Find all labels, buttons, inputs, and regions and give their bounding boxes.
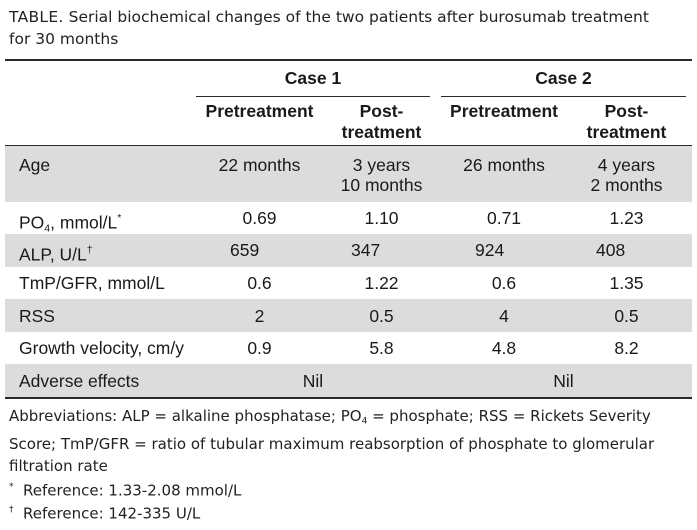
group-header-case-2: Case 2 — [535, 68, 592, 88]
footnote-mark: * — [117, 212, 122, 224]
cell-adverse-case1: Nil — [302, 371, 324, 391]
footnote-mark: † — [86, 244, 93, 256]
cell-age-case1-pre: 22 months — [218, 155, 301, 175]
cell-growth-case1-pre: 0.9 — [247, 338, 272, 358]
footnote-text: Abbreviations: ALP = alkaline phosphatas… — [9, 407, 362, 425]
row-shade-age — [5, 145, 692, 202]
cell-age-case1-post: 3 years 10 months — [323, 155, 440, 195]
cell-adverse-case2: Nil — [553, 371, 574, 391]
cell-age-case2-post: 4 years 2 months — [567, 155, 686, 195]
table-bottom-rule — [5, 397, 692, 399]
caption-text-2: for 30 months — [9, 30, 119, 48]
row-label-age: Age — [19, 155, 51, 175]
subheader-line: treatment — [586, 122, 667, 142]
caption-lead: TABLE. — [9, 8, 64, 26]
row-label-tmp-gfr: TmP/GFR, mmol/L — [19, 273, 165, 293]
footnote-text: = phosphate; RSS = Rickets Severity — [367, 407, 651, 425]
cell-po4-case1-post: 1.10 — [364, 208, 399, 228]
table-caption: TABLE. Serial biochemical changes of the… — [9, 6, 689, 50]
row-shade-rss — [5, 299, 692, 332]
cell-alp-case2-post: 408 — [596, 240, 626, 260]
footnote-reference-1: * Reference: 1.33-2.08 mmol/L — [9, 476, 689, 501]
footnote-mark: * — [9, 482, 14, 492]
footnote-mark: † — [9, 505, 14, 515]
case1-underline — [196, 96, 430, 97]
cell-growth-case2-pre: 4.8 — [491, 338, 517, 358]
row-shade-alp — [5, 234, 692, 267]
footnote-text: Score; TmP/GFR = ratio of tubular maximu… — [9, 434, 655, 453]
row-label-growth-velocity: Growth velocity, cm/y — [19, 338, 184, 358]
footnote-text: Reference: 1.33-2.08 mmol/L — [23, 481, 242, 500]
row-label-po4: PO4, mmol/L* — [19, 208, 121, 238]
subheader-line: Pretreatment — [205, 101, 314, 121]
cell-line: 3 years — [352, 155, 411, 175]
cell-alp-case2-pre: 924 — [475, 240, 505, 260]
cell-growth-case2-post: 8.2 — [614, 338, 639, 358]
caption-text: Serial biochemical changes of the two pa… — [68, 8, 649, 26]
table-top-rule — [5, 59, 692, 61]
subheader-line: treatment — [341, 122, 422, 142]
subheader-line: Pretreatment — [450, 101, 558, 121]
cell-po4-case1-pre: 0.69 — [242, 208, 277, 228]
footnote-reference-2: † Reference: 142-335 U/L — [9, 499, 689, 524]
row-shade-adverse — [5, 364, 692, 397]
label-part: ALP, U/L — [19, 244, 87, 265]
cell-tmpgfr-case1-pre: 0.6 — [247, 273, 272, 293]
subheader-case2-posttreatment: Post- treatment — [567, 101, 686, 143]
group-header-case-1: Case 1 — [284, 68, 342, 88]
row-label-alp: ALP, U/L† — [19, 240, 93, 264]
cell-tmpgfr-case2-pre: 0.6 — [491, 273, 517, 293]
cell-line: 2 months — [590, 175, 663, 195]
subheader-case2-pretreatment: Pretreatment — [441, 101, 567, 121]
footnote-text: filtration rate — [9, 456, 108, 475]
label-part: , mmol/L — [50, 212, 118, 233]
footnote-abbreviations: Abbreviations: ALP = alkaline phosphatas… — [9, 405, 689, 477]
footnote-subscript: 4 — [361, 416, 368, 427]
row-label-rss: RSS — [19, 306, 55, 326]
subheader-line: Post- — [604, 101, 649, 121]
subheader-case1-pretreatment: Pretreatment — [196, 101, 323, 121]
label-part: PO — [19, 212, 45, 233]
row-label-adverse-effects: Adverse effects — [19, 371, 140, 391]
cell-po4-case2-post: 1.23 — [609, 208, 644, 228]
cell-alp-case1-pre: 659 — [230, 240, 260, 260]
label-subscript: 4 — [44, 222, 51, 235]
cell-rss-case2-pre: 4 — [499, 306, 509, 326]
cell-growth-case1-post: 5.8 — [369, 338, 394, 358]
cell-rss-case1-pre: 2 — [254, 306, 265, 326]
cell-line: 10 months — [340, 175, 423, 195]
subheader-line: Post- — [359, 101, 404, 121]
cell-rss-case2-post: 0.5 — [614, 306, 639, 326]
cell-tmpgfr-case1-post: 1.22 — [364, 273, 399, 293]
footnote-text: Reference: 142-335 U/L — [23, 504, 201, 523]
case2-underline — [441, 96, 686, 97]
cell-age-case2-pre: 26 months — [463, 155, 545, 175]
cell-tmpgfr-case2-post: 1.35 — [609, 273, 644, 293]
cell-po4-case2-pre: 0.71 — [486, 208, 522, 228]
cell-alp-case1-post: 347 — [351, 240, 381, 260]
header-bottom-rule — [5, 145, 692, 146]
subheader-case1-posttreatment: Post- treatment — [323, 101, 440, 143]
cell-rss-case1-post: 0.5 — [369, 306, 394, 326]
cell-line: 4 years — [597, 155, 656, 175]
